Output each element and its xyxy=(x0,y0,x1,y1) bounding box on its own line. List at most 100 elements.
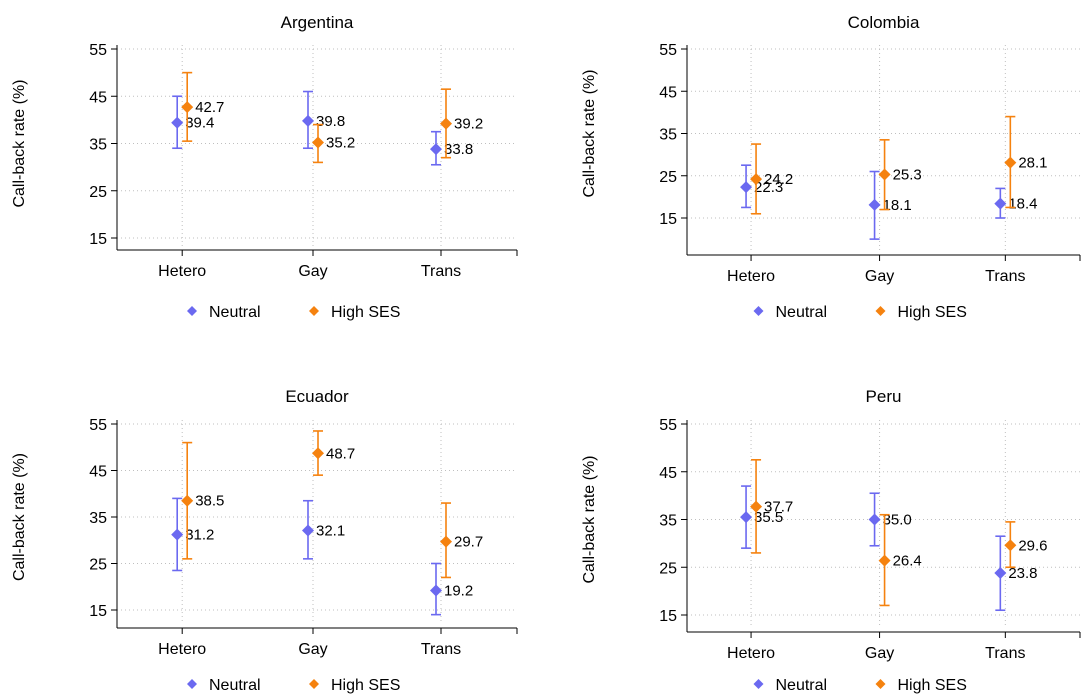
point-neutral xyxy=(430,584,442,597)
point-high-ses xyxy=(181,101,194,114)
legend-marker-high-ses xyxy=(309,679,319,689)
data-label-high-ses: 29.6 xyxy=(1018,537,1047,554)
x-tick-label: Gay xyxy=(865,645,894,662)
point-neutral xyxy=(868,513,881,526)
x-tick-label: Hetero xyxy=(158,263,206,280)
data-label-neutral: 39.8 xyxy=(316,113,345,130)
point-high-ses xyxy=(1004,539,1017,552)
legend-label-neutral: Neutral xyxy=(209,677,261,694)
y-tick-label: 35 xyxy=(659,513,677,530)
legend-marker-high-ses xyxy=(309,306,319,316)
point-high-ses xyxy=(440,535,452,548)
data-label-high-ses: 28.1 xyxy=(1018,155,1047,172)
data-label-high-ses: 39.2 xyxy=(454,116,483,133)
panel-title: Peru xyxy=(866,387,902,406)
data-label-neutral: 18.1 xyxy=(883,197,912,214)
x-tick-label: Trans xyxy=(421,263,461,280)
x-tick-label: Gay xyxy=(865,268,894,285)
x-tick-label: Gay xyxy=(298,263,327,280)
data-label-neutral: 22.3 xyxy=(754,179,783,196)
y-axis-label: Call-back rate (%) xyxy=(581,69,598,197)
point-high-ses xyxy=(440,117,452,130)
y-tick-label: 55 xyxy=(659,417,677,434)
data-label-neutral: 19.2 xyxy=(444,582,473,599)
legend: Neutral High SES xyxy=(753,304,967,321)
point-high-ses xyxy=(878,168,891,181)
x-tick-label: Hetero xyxy=(158,641,206,658)
legend-label-neutral: Neutral xyxy=(776,677,828,694)
x-tick-label: Hetero xyxy=(727,645,775,662)
legend-label-high-ses: High SES xyxy=(331,677,400,694)
point-neutral xyxy=(302,114,314,127)
y-axis-label: Call-back rate (%) xyxy=(11,453,28,581)
legend-label-high-ses: High SES xyxy=(898,304,967,321)
y-tick-label: 25 xyxy=(659,560,677,577)
y-tick-label: 55 xyxy=(89,417,107,434)
point-high-ses xyxy=(878,554,891,567)
panel-title: Colombia xyxy=(848,13,920,32)
legend: Neutral High SES xyxy=(753,677,967,694)
data-label-neutral: 35.5 xyxy=(754,509,783,526)
legend-marker-neutral xyxy=(753,679,764,689)
data-label-neutral: 32.1 xyxy=(316,522,345,539)
data-label-high-ses: 35.2 xyxy=(326,135,355,152)
point-high-ses xyxy=(750,500,763,513)
panel-ecuador: Ecuador Call-back rate (%) 15 25 35 45 55 Heter… xyxy=(11,387,518,694)
data-label-neutral: 18.4 xyxy=(1008,196,1037,213)
legend-label-high-ses: High SES xyxy=(898,677,967,694)
y-tick-label: 45 xyxy=(89,464,107,481)
data-label-neutral: 33.8 xyxy=(444,141,473,158)
panel-colombia: Colombia Call-back rate (%) 15 25 35 45 55 Hete… xyxy=(581,13,1081,321)
y-tick-label: 45 xyxy=(659,84,677,101)
legend-label-high-ses: High SES xyxy=(331,304,400,321)
y-tick-label: 15 xyxy=(659,608,677,625)
legend-marker-high-ses xyxy=(875,679,886,689)
point-neutral xyxy=(994,566,1007,579)
point-high-ses xyxy=(1004,156,1017,169)
point-neutral xyxy=(740,181,753,194)
y-tick-label: 45 xyxy=(659,465,677,482)
legend-marker-neutral xyxy=(187,679,197,689)
legend-marker-neutral xyxy=(753,306,764,316)
y-tick-label: 25 xyxy=(89,184,107,201)
y-tick-label: 15 xyxy=(89,231,107,248)
data-label-high-ses: 38.5 xyxy=(195,493,224,510)
y-tick-label: 15 xyxy=(659,211,677,228)
data-label-high-ses: 25.3 xyxy=(893,166,922,183)
y-tick-label: 25 xyxy=(659,169,677,186)
legend: Neutral High SES xyxy=(187,304,400,321)
y-axis-label: Call-back rate (%) xyxy=(581,455,598,583)
data-label-high-ses: 24.2 xyxy=(764,171,793,188)
data-label-high-ses: 48.7 xyxy=(326,445,355,462)
legend-marker-neutral xyxy=(187,306,197,316)
x-tick-label: Gay xyxy=(298,641,327,658)
point-high-ses xyxy=(312,447,324,460)
point-neutral xyxy=(171,116,184,129)
y-tick-label: 55 xyxy=(659,42,677,59)
y-axis-label: Call-back rate (%) xyxy=(11,79,28,207)
legend: Neutral High SES xyxy=(187,677,400,694)
data-label-neutral: 39.4 xyxy=(185,115,214,132)
point-neutral xyxy=(171,528,184,541)
legend-marker-high-ses xyxy=(875,306,886,316)
point-high-ses xyxy=(312,136,324,149)
y-tick-label: 45 xyxy=(89,89,107,106)
point-high-ses xyxy=(181,494,194,507)
y-tick-label: 55 xyxy=(89,42,107,59)
y-tick-label: 15 xyxy=(89,603,107,620)
y-tick-label: 25 xyxy=(89,557,107,574)
legend-label-neutral: Neutral xyxy=(776,304,828,321)
data-label-neutral: 31.2 xyxy=(185,527,214,544)
point-neutral xyxy=(740,511,753,524)
point-neutral xyxy=(994,197,1007,210)
panel-peru: Peru Call-back rate (%) 15 25 35 45 55 Hetero Ga… xyxy=(581,387,1081,694)
point-neutral xyxy=(430,143,442,156)
panel-argentina: Argentina Call-back rate (%) 15 25 35 45 55 Het… xyxy=(11,13,518,321)
data-label-high-ses: 37.7 xyxy=(764,499,793,516)
x-tick-label: Trans xyxy=(421,641,461,658)
x-tick-label: Trans xyxy=(985,268,1025,285)
panel-title: Ecuador xyxy=(285,387,349,406)
y-tick-label: 35 xyxy=(659,127,677,144)
point-neutral xyxy=(302,524,314,537)
data-label-neutral: 23.8 xyxy=(1008,565,1037,582)
